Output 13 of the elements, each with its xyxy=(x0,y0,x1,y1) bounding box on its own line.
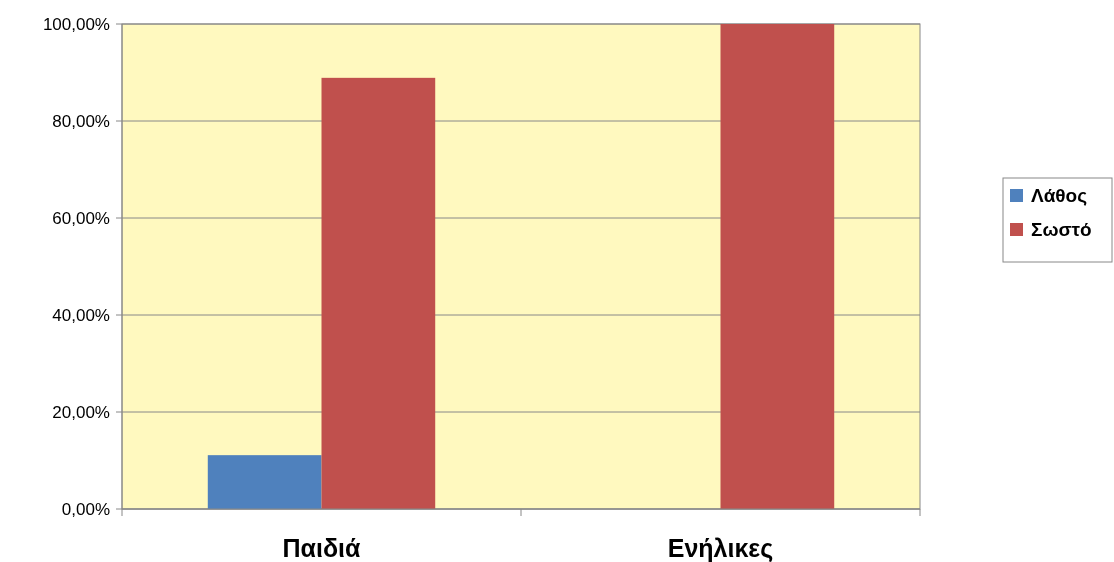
x-tick-label: Ενήλικες xyxy=(667,534,774,562)
legend-label: Σωστό xyxy=(1031,218,1092,240)
bar xyxy=(207,455,322,509)
y-tick-label: 40,00% xyxy=(52,305,110,325)
x-tick-label: Παιδιά xyxy=(282,534,362,562)
y-tick-label: 0,00% xyxy=(61,499,110,519)
y-tick-label: 80,00% xyxy=(52,111,110,131)
bar xyxy=(720,24,835,509)
y-tick-label: 100,00% xyxy=(42,14,110,34)
y-tick-label: 20,00% xyxy=(52,402,110,422)
y-tick-label: 60,00% xyxy=(52,208,110,228)
legend-label: Λάθος xyxy=(1031,184,1088,206)
bar xyxy=(321,77,436,509)
